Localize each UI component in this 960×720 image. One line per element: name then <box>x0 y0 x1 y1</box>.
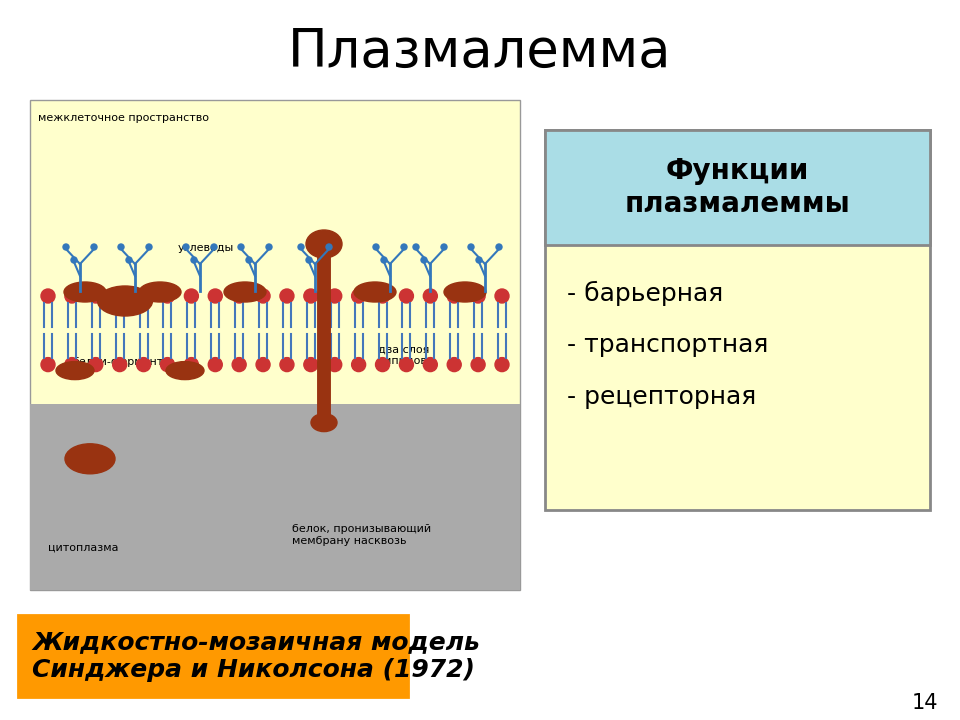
Circle shape <box>208 289 223 303</box>
FancyBboxPatch shape <box>30 404 520 590</box>
Text: углеводы: углеводы <box>178 243 234 253</box>
Circle shape <box>381 257 387 263</box>
Circle shape <box>118 244 124 250</box>
Text: межклеточное пространство: межклеточное пространство <box>38 113 209 123</box>
Circle shape <box>208 358 223 372</box>
Circle shape <box>41 289 55 303</box>
Circle shape <box>211 244 217 250</box>
Text: Плазмалемма: Плазмалемма <box>288 26 672 78</box>
Circle shape <box>71 257 77 263</box>
Circle shape <box>112 289 127 303</box>
Circle shape <box>65 289 79 303</box>
Circle shape <box>136 358 151 372</box>
FancyBboxPatch shape <box>18 615 408 697</box>
Circle shape <box>304 289 318 303</box>
Circle shape <box>88 358 103 372</box>
Circle shape <box>298 244 304 250</box>
Ellipse shape <box>444 282 486 302</box>
Text: Функции
плазмалеммы: Функции плазмалеммы <box>625 157 851 217</box>
Ellipse shape <box>166 361 204 379</box>
Circle shape <box>91 244 97 250</box>
Circle shape <box>399 289 414 303</box>
Circle shape <box>183 244 189 250</box>
Circle shape <box>495 358 509 372</box>
Circle shape <box>41 358 55 372</box>
Circle shape <box>184 289 199 303</box>
Circle shape <box>280 358 294 372</box>
Circle shape <box>326 244 332 250</box>
Circle shape <box>401 244 407 250</box>
Circle shape <box>421 257 427 263</box>
Circle shape <box>112 358 127 372</box>
Circle shape <box>495 289 509 303</box>
Circle shape <box>126 257 132 263</box>
Circle shape <box>327 289 342 303</box>
Circle shape <box>246 257 252 263</box>
Ellipse shape <box>98 286 153 316</box>
Circle shape <box>232 358 246 372</box>
Circle shape <box>232 289 246 303</box>
Circle shape <box>327 358 342 372</box>
Circle shape <box>136 289 151 303</box>
FancyBboxPatch shape <box>30 100 520 590</box>
Circle shape <box>238 244 244 250</box>
Text: Жидкостно-мозаичная модель
Синджера и Николсона (1972): Жидкостно-мозаичная модель Синджера и Ни… <box>32 630 480 682</box>
Text: 14: 14 <box>912 693 938 713</box>
Text: - рецепторная: - рецепторная <box>567 385 756 409</box>
Circle shape <box>375 289 390 303</box>
Circle shape <box>63 244 69 250</box>
Text: - транспортная: - транспортная <box>567 333 768 357</box>
Circle shape <box>184 358 199 372</box>
Circle shape <box>471 358 485 372</box>
Ellipse shape <box>311 413 337 431</box>
FancyBboxPatch shape <box>545 130 930 510</box>
Ellipse shape <box>64 282 106 302</box>
Circle shape <box>413 244 419 250</box>
Circle shape <box>399 358 414 372</box>
Circle shape <box>191 257 197 263</box>
Ellipse shape <box>65 444 115 474</box>
Ellipse shape <box>354 282 396 302</box>
Circle shape <box>375 358 390 372</box>
Circle shape <box>146 244 152 250</box>
Text: белки-ферменты: белки-ферменты <box>72 357 172 367</box>
Circle shape <box>306 257 312 263</box>
Circle shape <box>496 244 502 250</box>
Circle shape <box>447 358 461 372</box>
Circle shape <box>447 289 461 303</box>
Circle shape <box>256 358 270 372</box>
Circle shape <box>304 358 318 372</box>
Text: цитоплазма: цитоплазма <box>48 543 118 553</box>
Text: - барьерная: - барьерная <box>567 280 723 305</box>
Circle shape <box>423 358 438 372</box>
Ellipse shape <box>224 282 266 302</box>
Circle shape <box>280 289 294 303</box>
Circle shape <box>351 289 366 303</box>
Text: два слоя
липидов: два слоя липидов <box>378 344 429 366</box>
Circle shape <box>266 244 272 250</box>
Ellipse shape <box>306 230 342 258</box>
Text: белок, пронизывающий
мембрану насквозь: белок, пронизывающий мембрану насквозь <box>292 524 431 546</box>
FancyBboxPatch shape <box>545 130 930 245</box>
Circle shape <box>441 244 447 250</box>
Ellipse shape <box>139 282 181 302</box>
Circle shape <box>468 244 474 250</box>
Circle shape <box>476 257 482 263</box>
Circle shape <box>373 244 379 250</box>
Circle shape <box>160 289 175 303</box>
Circle shape <box>65 358 79 372</box>
Ellipse shape <box>56 361 94 379</box>
Circle shape <box>351 358 366 372</box>
Circle shape <box>423 289 438 303</box>
Circle shape <box>88 289 103 303</box>
Circle shape <box>471 289 485 303</box>
Circle shape <box>256 289 270 303</box>
Circle shape <box>160 358 175 372</box>
